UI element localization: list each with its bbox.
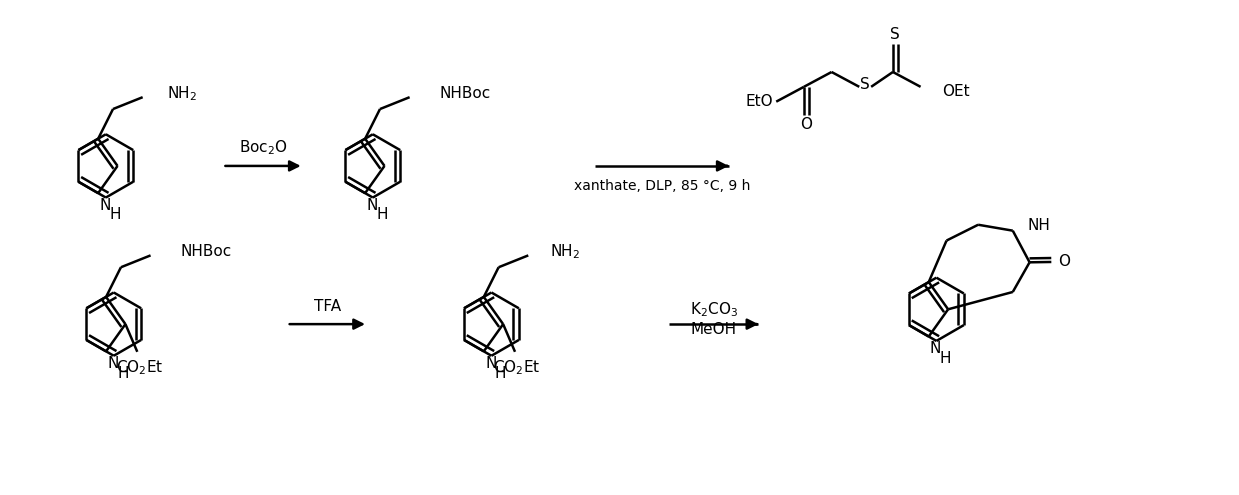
Text: H: H [118, 366, 129, 381]
Text: N: N [930, 341, 942, 356]
Text: xanthate, DLP, 85 °C, 9 h: xanthate, DLP, 85 °C, 9 h [574, 179, 750, 193]
Text: NHBoc: NHBoc [180, 244, 232, 259]
Text: H: H [940, 351, 952, 366]
Text: CO$_2$Et: CO$_2$Et [115, 358, 164, 377]
Text: CO$_2$Et: CO$_2$Et [493, 358, 540, 377]
Text: NH$_2$: NH$_2$ [167, 84, 197, 102]
Text: EtO: EtO [746, 94, 773, 109]
Text: NH$_2$: NH$_2$ [550, 242, 580, 261]
Text: H: H [494, 366, 507, 381]
Text: NH: NH [1027, 218, 1051, 233]
Text: O: O [800, 117, 812, 132]
Text: MeOH: MeOH [691, 322, 737, 337]
Text: TFA: TFA [313, 299, 341, 314]
Text: Boc$_2$O: Boc$_2$O [239, 139, 287, 157]
Text: OEt: OEt [943, 84, 970, 99]
Text: N: N [367, 198, 378, 212]
Text: S: S [860, 77, 870, 93]
Text: K$_2$CO$_3$: K$_2$CO$_3$ [690, 300, 738, 319]
Text: H: H [377, 207, 388, 222]
Text: N: N [484, 356, 497, 371]
Text: O: O [1058, 254, 1070, 269]
Text: NHBoc: NHBoc [440, 86, 491, 100]
Text: N: N [108, 356, 119, 371]
Text: H: H [109, 207, 120, 222]
Text: N: N [99, 198, 110, 212]
Text: S: S [890, 27, 900, 42]
